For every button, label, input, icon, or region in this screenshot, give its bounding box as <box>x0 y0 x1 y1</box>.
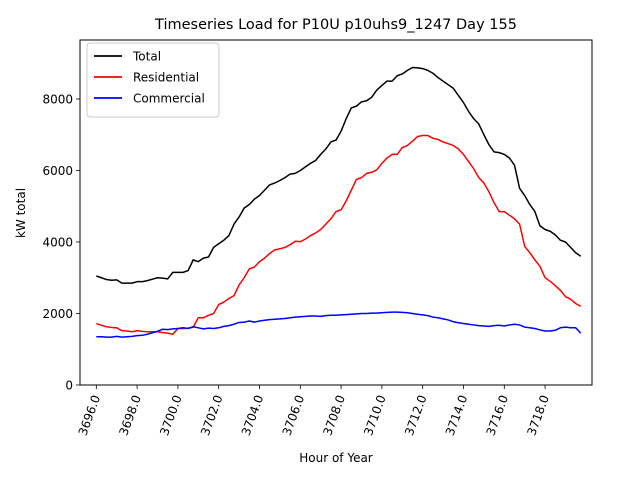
legend-label-residential: Residential <box>133 71 199 85</box>
legend-label-commercial: Commercial <box>133 92 205 106</box>
legend: Total Residential Commercial <box>86 42 220 118</box>
y-tick-label: 2000 <box>42 307 73 321</box>
y-tick-label: 0 <box>65 379 73 393</box>
y-tick-label: 4000 <box>42 235 73 249</box>
series-line-commercial <box>96 311 582 338</box>
series-line-total <box>96 66 582 284</box>
y-tick-label: 8000 <box>42 92 73 106</box>
series-line-residential <box>96 134 582 335</box>
y-axis-label: kW total <box>14 188 28 238</box>
axes-frame <box>79 39 593 386</box>
plot-area <box>96 66 582 338</box>
chart-title: Timeseries Load for P10U p10uhs9_1247 Da… <box>154 17 517 33</box>
y-axis-ticks: 0 2000 4000 6000 8000 <box>42 92 80 393</box>
x-axis-label: Hour of Year <box>299 451 373 465</box>
y-tick-label: 6000 <box>42 164 73 178</box>
legend-label-total: Total <box>132 50 161 64</box>
